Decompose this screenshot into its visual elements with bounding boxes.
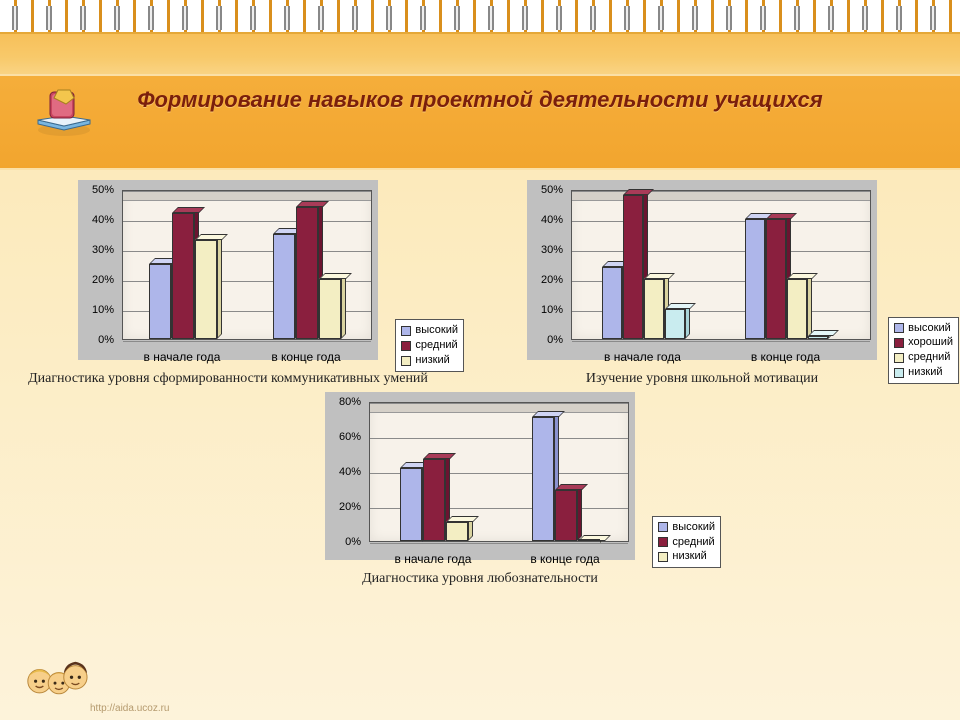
books-icon: [30, 86, 98, 138]
legend: высокийсреднийнизкий: [395, 319, 464, 372]
legend-label: низкий: [672, 549, 706, 564]
chart-caption: Диагностика уровня любознательности: [362, 570, 598, 588]
bar: [745, 219, 765, 339]
legend-item: высокий: [894, 321, 953, 336]
legend: высокийхорошийсреднийнизкий: [888, 317, 959, 384]
legend-label: низкий: [415, 353, 449, 368]
y-tick-label: 60%: [325, 431, 365, 443]
kids-icon: [22, 654, 90, 706]
x-category-label: в начале года: [132, 350, 232, 364]
footer-url: http://aida.ucoz.ru: [90, 703, 170, 714]
x-category-label: в конце года: [515, 552, 615, 566]
bar: [172, 213, 194, 339]
legend-label: низкий: [908, 365, 942, 380]
legend-label: хороший: [908, 335, 953, 350]
y-tick-label: 0%: [78, 334, 118, 346]
chart-1: 0% 10% 20% 30% 40% 50% в начале года в конце го…: [18, 180, 438, 388]
y-tick-label: 20%: [527, 274, 567, 286]
y-tick-label: 0%: [527, 334, 567, 346]
y-tick-label: 50%: [527, 184, 567, 196]
bar: [296, 207, 318, 339]
y-tick-label: 10%: [78, 304, 118, 316]
y-tick-label: 40%: [78, 214, 118, 226]
legend-label: высокий: [908, 321, 951, 336]
bar: [423, 459, 445, 541]
y-tick-label: 80%: [325, 396, 365, 408]
legend-item: средний: [894, 350, 953, 365]
legend-item: средний: [401, 338, 458, 353]
bar: [532, 417, 554, 541]
bar: [149, 264, 171, 339]
bar: [446, 522, 468, 541]
y-tick-label: 30%: [527, 244, 567, 256]
bar: [623, 195, 643, 339]
bar: [555, 490, 577, 541]
bar: [644, 279, 664, 339]
slide-title: Формирование навыков проектной деятельно…: [0, 86, 960, 115]
legend-item: низкий: [894, 365, 953, 380]
x-category-label: в начале года: [593, 350, 693, 364]
bar: [808, 336, 828, 339]
legend-item: низкий: [658, 549, 715, 564]
bar: [319, 279, 341, 339]
bar: [766, 219, 786, 339]
legend-label: средний: [415, 338, 457, 353]
x-category-label: в начале года: [383, 552, 483, 566]
legend-item: высокий: [401, 323, 458, 338]
bar: [195, 240, 217, 339]
legend-item: средний: [658, 535, 715, 550]
chart-3: 0%20%40%60%80%в начале годав конце годав…: [260, 392, 700, 588]
spiral-binding: [0, 0, 960, 34]
legend-label: высокий: [672, 520, 715, 535]
x-category-label: в конце года: [736, 350, 836, 364]
legend-label: средний: [908, 350, 950, 365]
bar: [665, 309, 685, 339]
bar: [273, 234, 295, 339]
bar: [400, 468, 422, 542]
legend-item: высокий: [658, 520, 715, 535]
legend-label: средний: [672, 535, 714, 550]
y-tick-label: 40%: [325, 466, 365, 478]
y-tick-label: 0%: [325, 536, 365, 548]
chart-2: 0% 10% 20% 30% 40% 50% в начале года в конце го…: [462, 180, 942, 388]
content-area: 0% 10% 20% 30% 40% 50% в начале года в конце го…: [0, 180, 960, 720]
y-tick-label: 20%: [325, 501, 365, 513]
y-tick-label: 30%: [78, 244, 118, 256]
bar: [787, 279, 807, 339]
y-tick-label: 20%: [78, 274, 118, 286]
x-category-label: в конце года: [256, 350, 356, 364]
legend-item: хороший: [894, 335, 953, 350]
legend: высокийсреднийнизкий: [652, 516, 721, 569]
y-tick-label: 40%: [527, 214, 567, 226]
y-tick-label: 50%: [78, 184, 118, 196]
legend-label: высокий: [415, 323, 458, 338]
y-tick-label: 10%: [527, 304, 567, 316]
chart-caption: Изучение уровня школьной мотивации: [586, 370, 818, 388]
bar: [602, 267, 622, 339]
chart-caption: Диагностика уровня сформированности комм…: [28, 370, 428, 388]
legend-item: низкий: [401, 353, 458, 368]
